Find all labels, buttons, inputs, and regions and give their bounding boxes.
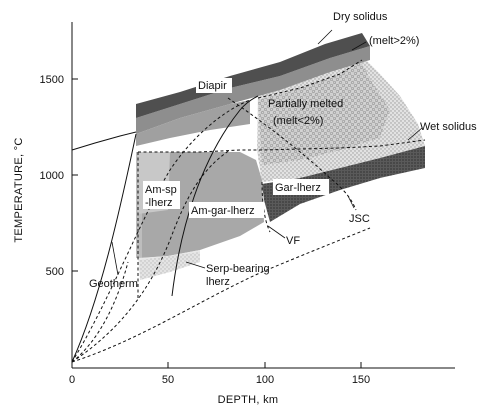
label-diapir: Diapir — [198, 80, 227, 92]
x-tick-label-50: 50 — [162, 374, 174, 386]
y-axis-title: TEMPERATURE, °C — [13, 137, 25, 242]
y-tick-label-1000: 1000 — [40, 170, 64, 182]
label-geotherm: Geotherm — [89, 278, 138, 290]
label-melt-lt: (melt<2%) — [273, 115, 323, 127]
leader-jsc — [347, 195, 355, 209]
wet-solidus-curve — [138, 139, 426, 153]
label-partially-melted: Partially melted — [268, 98, 343, 110]
label-vf: VF — [286, 235, 300, 247]
label-am-sp-line2: -lherz — [145, 197, 173, 209]
label-melt-gt: (melt>2%) — [369, 35, 419, 47]
leader-vf — [267, 225, 286, 239]
surface-line — [71, 131, 137, 151]
label-serp-line1: Serp-bearing — [206, 263, 270, 275]
x-tick-label-150: 150 — [352, 374, 370, 386]
gar-lherz-zone — [262, 146, 425, 222]
partially-melted-inner — [258, 60, 390, 165]
leader-dry-solidus — [317, 29, 333, 45]
x-tick-label-0: 0 — [69, 374, 75, 386]
leader-serp — [185, 261, 206, 269]
label-gar: Gar-lherz — [275, 182, 321, 194]
label-serp-line2: lherz — [206, 276, 230, 288]
label-dry-solidus: Dry solidus — [333, 11, 388, 23]
geotherm-dash-2 — [71, 149, 231, 363]
melt-gt-band — [136, 46, 370, 134]
vf-curve — [171, 95, 259, 297]
am-gar-label-bg — [189, 202, 264, 218]
leader-geotherm — [111, 241, 119, 276]
y-tick-label-500: 500 — [46, 266, 64, 278]
geotherm-curve — [71, 133, 137, 363]
label-am-gar: Am-gar-lherz — [191, 205, 255, 217]
y-tick-label-1500: 1500 — [40, 74, 64, 86]
geotherm-dash-3 — [71, 227, 371, 363]
diapir-lower-grey — [136, 100, 250, 146]
gar-label-bg — [273, 179, 329, 195]
diapir-label-bg — [196, 78, 232, 93]
x-axis-title: DEPTH, km — [218, 394, 279, 406]
label-am-sp-line1: Am-sp — [145, 184, 177, 196]
geotherm-dash-4 — [71, 261, 129, 363]
x-tick-label-100: 100 — [256, 374, 274, 386]
am-sp-label-bg — [143, 181, 180, 209]
leader-melt — [351, 41, 367, 51]
label-jsc: JSC — [349, 213, 370, 225]
diapir-band — [136, 33, 370, 118]
leader-wet-solidus — [407, 127, 423, 141]
label-wet-solidus: Wet solidus — [420, 121, 477, 133]
